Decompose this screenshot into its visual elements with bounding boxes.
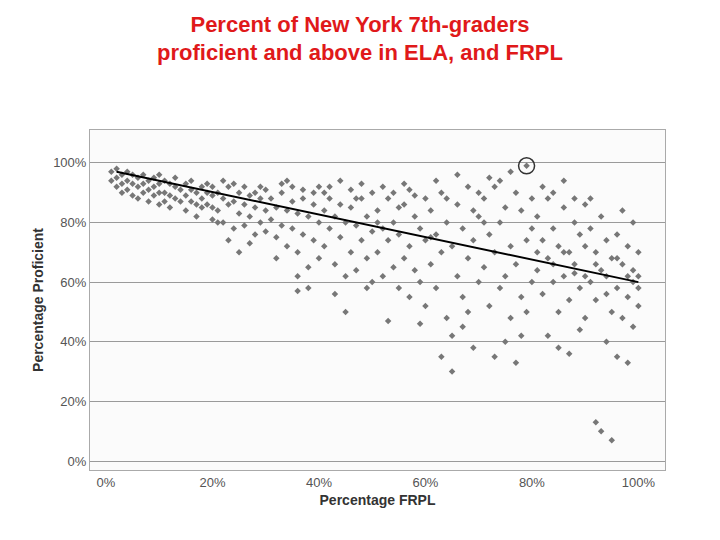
svg-text:40%: 40% — [306, 475, 332, 490]
svg-text:0%: 0% — [68, 454, 87, 469]
svg-text:100%: 100% — [622, 475, 656, 490]
svg-text:20%: 20% — [199, 475, 225, 490]
svg-text:60%: 60% — [412, 475, 438, 490]
svg-text:Percentage FRPL: Percentage FRPL — [320, 492, 436, 508]
svg-text:0%: 0% — [97, 475, 116, 490]
svg-text:Percent of New York 7th-grader: Percent of New York 7th-gradersproficien… — [157, 12, 563, 66]
svg-text:80%: 80% — [60, 215, 86, 230]
svg-text:40%: 40% — [60, 334, 86, 349]
svg-text:60%: 60% — [60, 275, 86, 290]
svg-text:100%: 100% — [53, 155, 87, 170]
svg-text:20%: 20% — [60, 394, 86, 409]
svg-text:Percentage Proficient: Percentage Proficient — [30, 228, 46, 372]
svg-text:80%: 80% — [519, 475, 545, 490]
